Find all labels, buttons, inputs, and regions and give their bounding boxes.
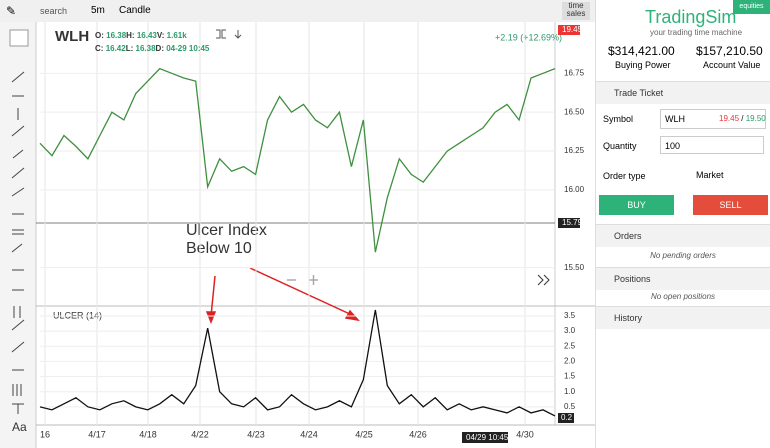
dv: 04-29 10:45 xyxy=(166,44,210,53)
o: O: xyxy=(95,31,104,40)
account-value: $157,210.50 xyxy=(696,44,763,58)
l: L: xyxy=(125,44,134,53)
logo: TradingSim xyxy=(645,7,737,27)
positions-title: Positions xyxy=(614,274,651,284)
time-sales[interactable]: time sales xyxy=(562,2,590,20)
x-tick-label: 4/17 xyxy=(88,429,106,439)
order-type[interactable]: Market xyxy=(696,170,724,180)
h: H: xyxy=(126,31,135,40)
cv: 16.42 xyxy=(105,44,126,53)
buying-power: $314,421.00 xyxy=(608,44,675,58)
lv: 16.38 xyxy=(135,44,156,53)
draw-icon[interactable]: ✎ xyxy=(6,4,17,18)
hv: 16.43 xyxy=(136,31,157,40)
annotation: Ulcer Index xyxy=(186,222,267,239)
quantity-label: Quantity xyxy=(603,141,637,151)
ulcer-last: 0.2 xyxy=(561,413,573,422)
x-tick-label: 4/18 xyxy=(139,429,157,439)
vv: 1.61k xyxy=(166,31,187,40)
search[interactable]: search xyxy=(40,6,68,16)
account-value-label: Account Value xyxy=(703,60,761,70)
y-tick-label: 3.0 xyxy=(564,326,576,335)
buying-power-label: Buying Power xyxy=(615,60,671,70)
scroll-right[interactable] xyxy=(537,274,550,286)
y-tick-label: 16.75 xyxy=(564,68,585,77)
x-tick-label: 16 xyxy=(40,429,50,439)
positions[interactable]: Positions xyxy=(596,267,770,290)
positions-empty: No open positions xyxy=(650,292,716,301)
symbol-input[interactable]: WLH 19.45 / 19.50 xyxy=(660,109,766,129)
price-line xyxy=(39,67,556,253)
orders-empty: No pending orders xyxy=(650,251,716,260)
y-tick-label: 2.5 xyxy=(564,341,576,350)
y-tick-label: 15.50 xyxy=(564,263,585,272)
ulcer-title: ULCER (14) xyxy=(53,310,102,320)
buy-button[interactable]: BUY xyxy=(599,195,674,215)
y-tick-label: 1.5 xyxy=(564,372,576,381)
orders-title: Orders xyxy=(614,231,642,241)
trade-ticket[interactable]: Trade Ticket xyxy=(596,81,770,104)
time-sales-label: time xyxy=(568,1,584,10)
quantity-input[interactable]: 100 xyxy=(660,136,764,154)
orders[interactable]: Orders xyxy=(596,224,770,247)
x-tick-label: 4/22 xyxy=(191,429,209,439)
interval[interactable]: 5m xyxy=(91,5,105,16)
last-price: 19.45 xyxy=(562,25,583,34)
history[interactable]: History xyxy=(596,306,770,329)
c: C: xyxy=(95,44,104,53)
time-sales-label: sales xyxy=(566,9,586,18)
ov: 16.38 xyxy=(106,31,127,40)
chart-type[interactable]: Candle xyxy=(119,5,151,16)
y-tick-label: 16.00 xyxy=(564,185,585,194)
symbol: WLH xyxy=(55,28,89,45)
change: +2.19 (+12.69%) xyxy=(495,32,562,42)
sep: / xyxy=(741,114,744,123)
symbol-value: WLH xyxy=(665,114,685,124)
x-tick-label: 4/23 xyxy=(247,429,265,439)
y-tick-label: 0.5 xyxy=(564,402,576,411)
order-type-label: Order type xyxy=(603,171,646,181)
x-tick-label: 4/24 xyxy=(300,429,318,439)
drawing-tools[interactable] xyxy=(11,71,25,414)
ulcer-line xyxy=(39,309,556,417)
history-title: History xyxy=(614,313,643,323)
x-tick-label: 4/26 xyxy=(409,429,427,439)
y-tick-label: 16.25 xyxy=(564,146,585,155)
symbol-label: Symbol xyxy=(603,114,634,124)
tagline: your trading time machine xyxy=(650,28,743,37)
trade-ticket-title: Trade Ticket xyxy=(614,88,664,98)
text-tool[interactable]: Aa xyxy=(12,420,27,434)
badge: equities xyxy=(733,0,770,14)
y-tick-label: 3.5 xyxy=(564,311,576,320)
v: V: xyxy=(156,31,165,40)
cursor-price: 15.79 xyxy=(562,218,583,227)
sell-button[interactable]: SELL xyxy=(693,195,768,215)
y-tick-label: 2.0 xyxy=(564,357,576,366)
y-tick-label: 1.0 xyxy=(564,387,576,396)
x-tick-label: 4/30 xyxy=(516,429,534,439)
cursor-time: 04/29 10:45 xyxy=(466,433,509,442)
bid: 19.45 xyxy=(719,114,740,123)
annotation: Below 10 xyxy=(186,240,252,257)
x-tick-label: 4/25 xyxy=(355,429,373,439)
chart-area: Aa WLH +2.19 (+12.69%) 19.45 15.79 04/29… xyxy=(0,0,595,448)
ask: 19.50 xyxy=(745,114,766,123)
d: D: xyxy=(155,44,164,53)
ohlc: O: 16.38H: 16.43V: 1.61k C: 16.42L: 16.3… xyxy=(95,29,209,55)
y-tick-label: 16.50 xyxy=(564,107,585,116)
